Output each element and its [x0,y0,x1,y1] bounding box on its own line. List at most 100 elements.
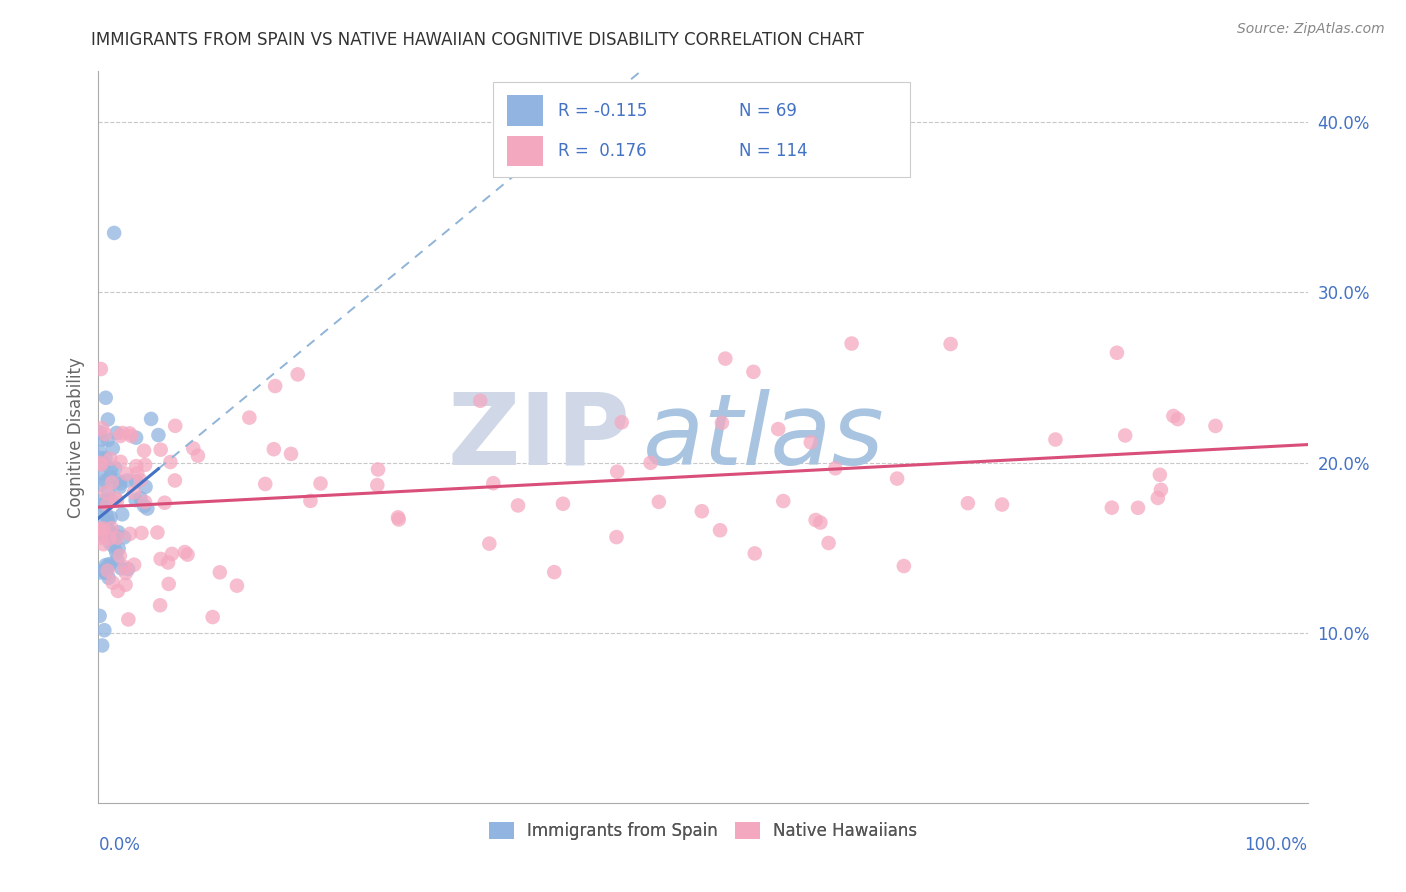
Point [886,472,908,486]
Point [94,391,117,405]
Point [97,571,120,585]
Point [96,493,118,508]
Point [1150,483,1173,497]
Point [149,442,172,457]
Point [93,521,115,535]
Point [101,493,124,508]
Point [956,496,979,510]
Point [97,564,120,578]
Point [800,435,823,450]
Point [103,226,125,240]
Point [506,499,529,513]
Point [125,431,148,445]
Point [101,475,124,490]
Point [96,523,118,537]
Point [388,512,411,526]
Point [165,418,187,433]
Point [115,474,138,488]
Point [91,563,114,577]
Point [98,470,121,484]
Point [104,529,127,543]
Point [108,480,131,494]
Point [114,560,136,574]
Point [115,467,138,481]
Point [710,416,733,430]
Point [129,491,152,505]
Point [160,547,183,561]
Point [96,498,118,512]
Point [89,566,111,580]
Point [89,456,111,470]
Point [117,562,139,576]
Point [96,560,118,574]
Point [98,451,121,466]
Point [226,579,249,593]
Text: 0.0%: 0.0% [98,836,141,854]
Point [98,532,121,546]
Point [824,461,846,475]
Point [766,422,789,436]
Point [107,583,129,598]
Text: Source: ZipAtlas.com: Source: ZipAtlas.com [1237,22,1385,37]
Point [94,427,117,442]
Point [648,495,671,509]
Text: atlas: atlas [643,389,884,485]
Point [893,559,915,574]
Point [91,421,114,435]
Point [482,476,505,491]
Point [808,516,831,530]
Point [93,624,115,638]
Point [89,445,111,459]
Point [91,639,114,653]
Point [309,476,332,491]
Point [129,473,152,487]
Point [97,412,120,426]
Point [94,485,117,500]
Point [134,458,156,472]
Point [714,351,737,366]
Point [110,455,132,469]
Y-axis label: Cognitive Disability: Cognitive Disability [66,357,84,517]
Legend: Immigrants from Spain, Native Hawaiians: Immigrants from Spain, Native Hawaiians [482,815,924,847]
Point [742,365,765,379]
Point [90,458,112,472]
Point [804,513,827,527]
Point [187,449,209,463]
Point [94,451,117,466]
Point [98,557,121,571]
Point [299,494,322,508]
Point [157,556,180,570]
Point [181,442,204,456]
Point [97,484,120,499]
Point [90,531,112,545]
Point [107,525,129,540]
Point [605,530,627,544]
Point [201,610,224,624]
Point [104,461,127,475]
Point [114,566,136,580]
Point [208,566,231,580]
Point [117,612,139,626]
Point [131,525,153,540]
Point [640,456,662,470]
Point [366,478,388,492]
Point [103,541,125,555]
Point [107,474,129,488]
Point [96,509,118,524]
Point [817,536,839,550]
Point [157,577,180,591]
Point [90,467,112,481]
Point [91,502,114,516]
Point [1163,409,1185,423]
Point [104,491,127,506]
Point [93,530,115,544]
Point [132,443,155,458]
FancyBboxPatch shape [508,136,543,167]
Point [1167,412,1189,426]
Point [98,558,121,573]
Point [114,577,136,591]
Point [254,477,277,491]
Point [744,546,766,560]
Point [173,545,195,559]
Point [124,493,146,508]
